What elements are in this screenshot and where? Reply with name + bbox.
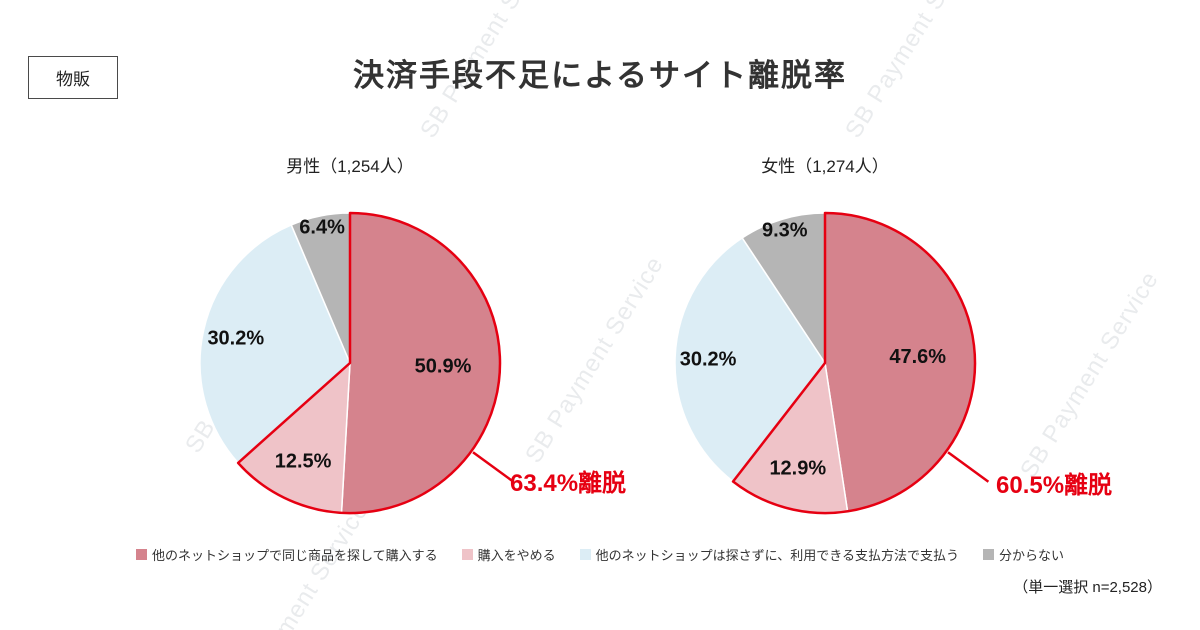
page-title: 決済手段不足によるサイト離脱率 — [352, 58, 848, 93]
pie-slice-2 — [674, 236, 826, 483]
female-chart-title: 女性（1,274人） — [761, 157, 889, 176]
legend-item: 他のネットショップは探さずに、利用できる支払方法で支払う — [579, 545, 959, 564]
slice-value-label: 47.6% — [889, 346, 946, 368]
annotation-leader-line — [472, 451, 515, 483]
male-abandonment-annotation: 63.4%離脱 — [510, 470, 627, 497]
legend-label: 購入をやめる — [477, 548, 556, 563]
legend-label: 他のネットショップは探さずに、利用できる支払方法で支払う — [595, 548, 959, 563]
category-badge: 物販 — [28, 56, 118, 99]
legend-swatch-icon — [461, 549, 473, 560]
legend-swatch-icon — [135, 549, 147, 560]
pie-slice-2 — [199, 223, 351, 464]
female-chart-group: 女性（1,274人） 47.6% 12.9% 30.2% 9.3% — [665, 152, 990, 523]
abandonment-outline — [236, 211, 502, 515]
legend-item: 購入をやめる — [461, 545, 556, 564]
female-pie-chart: 47.6% 12.9% 30.2% 9.3% — [674, 211, 990, 515]
watermark-text: SB Payment Service — [1015, 266, 1165, 483]
slice-value-label: 12.5% — [275, 450, 332, 472]
legend-item: 他のネットショップで同じ商品を探して購入する — [135, 545, 438, 564]
slice-value-label: 30.2% — [207, 328, 264, 350]
chart-legend: 他のネットショップで同じ商品を探して購入する 購入をやめる 他のネットショップは… — [0, 545, 1200, 564]
legend-swatch-icon — [982, 549, 994, 560]
legend-label: 他のネットショップで同じ商品を探して購入する — [151, 548, 438, 563]
legend-label: 分からない — [998, 548, 1064, 563]
sample-size-note: （単一選択 n=2,528） — [1013, 579, 1162, 596]
watermark-text: SB Payment Service — [520, 251, 670, 468]
abandonment-outline — [731, 211, 977, 515]
slice-value-label: 6.4% — [299, 216, 345, 238]
female-abandonment-annotation: 60.5%離脱 — [996, 472, 1113, 499]
slice-value-label: 50.9% — [415, 356, 472, 378]
annotation-leader-line — [947, 451, 990, 483]
slice-value-label: 12.9% — [769, 458, 826, 480]
legend-swatch-icon — [579, 549, 591, 560]
pie-slice-3 — [741, 212, 826, 366]
male-pie-chart: 50.9% 12.5% 30.2% 6.4% — [199, 211, 515, 515]
male-chart-group: 男性（1,254人） 50.9% 12.5% 30.2% 6.4% — [190, 152, 515, 523]
slice-value-label: 30.2% — [680, 349, 737, 371]
slice-value-label: 9.3% — [762, 219, 808, 241]
male-chart-title: 男性（1,254人） — [286, 157, 414, 176]
legend-item: 分からない — [982, 545, 1064, 564]
